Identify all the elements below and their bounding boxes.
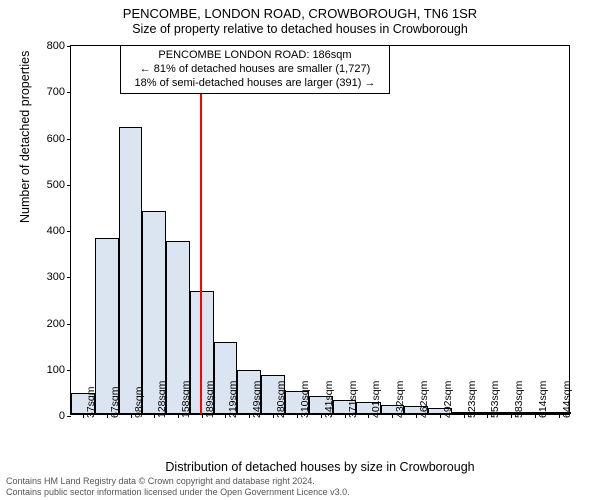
- x-tick: [107, 414, 108, 418]
- chart-title-main: PENCOMBE, LONDON ROAD, CROWBOROUGH, TN6 …: [0, 6, 600, 21]
- x-tick-label: 37sqm: [85, 386, 97, 418]
- x-tick-label: 371sqm: [347, 381, 359, 418]
- annotation-box: PENCOMBE LONDON ROAD: 186sqm← 81% of det…: [120, 45, 390, 94]
- y-tick-label: 300: [47, 271, 65, 283]
- y-tick-label: 0: [59, 410, 65, 422]
- x-tick: [345, 414, 346, 418]
- y-tick: [67, 277, 71, 278]
- x-tick-label: 432sqm: [394, 381, 406, 418]
- x-tick-label: 98sqm: [133, 386, 145, 418]
- y-tick-label: 400: [47, 225, 65, 237]
- y-tick: [67, 46, 71, 47]
- x-tick-label: 401sqm: [370, 381, 382, 418]
- x-tick-label: 492sqm: [442, 381, 454, 418]
- y-tick: [67, 231, 71, 232]
- histogram-bar: [119, 127, 143, 414]
- x-tick-label: 614sqm: [537, 381, 549, 418]
- y-tick-label: 600: [47, 133, 65, 145]
- x-tick-label: 462sqm: [418, 381, 430, 418]
- x-tick: [464, 414, 465, 418]
- y-tick-label: 200: [47, 318, 65, 330]
- x-tick: [321, 414, 322, 418]
- annotation-line-2: ← 81% of detached houses are smaller (1,…: [127, 63, 383, 77]
- y-tick-label: 100: [47, 364, 65, 376]
- y-tick: [67, 185, 71, 186]
- chart-title-sub: Size of property relative to detached ho…: [0, 22, 600, 36]
- x-tick-label: 128sqm: [156, 381, 168, 418]
- x-tick: [511, 414, 512, 418]
- footer-attribution: Contains HM Land Registry data © Crown c…: [6, 476, 350, 498]
- x-tick-label: 249sqm: [251, 381, 263, 418]
- annotation-line-1: PENCOMBE LONDON ROAD: 186sqm: [127, 49, 383, 63]
- y-tick: [67, 139, 71, 140]
- reference-marker-line: [200, 46, 202, 414]
- footer-line-1: Contains HM Land Registry data © Crown c…: [6, 476, 350, 487]
- x-tick-label: 523sqm: [466, 381, 478, 418]
- x-tick: [131, 414, 132, 418]
- x-tick-label: 341sqm: [323, 381, 335, 418]
- x-tick-label: 219sqm: [227, 381, 239, 418]
- x-tick-label: 644sqm: [561, 381, 573, 418]
- y-tick: [67, 92, 71, 93]
- x-tick-label: 158sqm: [180, 381, 192, 418]
- y-tick: [67, 370, 71, 371]
- x-tick: [154, 414, 155, 418]
- x-tick-label: 67sqm: [109, 386, 121, 418]
- x-tick: [559, 414, 560, 418]
- x-tick: [202, 414, 203, 418]
- x-tick: [83, 414, 84, 418]
- x-tick-label: 189sqm: [204, 381, 216, 418]
- y-tick-label: 700: [47, 86, 65, 98]
- x-tick-label: 583sqm: [513, 381, 525, 418]
- annotation-line-3: 18% of semi-detached houses are larger (…: [127, 77, 383, 91]
- x-tick: [535, 414, 536, 418]
- x-tick: [178, 414, 179, 418]
- x-axis-title: Distribution of detached houses by size …: [70, 460, 570, 474]
- x-tick: [440, 414, 441, 418]
- y-tick-label: 500: [47, 179, 65, 191]
- y-tick: [67, 324, 71, 325]
- x-tick-label: 280sqm: [275, 381, 287, 418]
- plot-area: 010020030040050060070080037sqm67sqm98sqm…: [70, 45, 570, 415]
- y-tick-label: 800: [47, 40, 65, 52]
- x-tick: [487, 414, 488, 418]
- y-axis-title: Number of detached properties: [18, 51, 32, 223]
- x-tick-label: 553sqm: [489, 381, 501, 418]
- x-tick-label: 310sqm: [299, 381, 311, 418]
- y-tick: [67, 416, 71, 417]
- footer-line-2: Contains public sector information licen…: [6, 487, 350, 498]
- x-tick: [297, 414, 298, 418]
